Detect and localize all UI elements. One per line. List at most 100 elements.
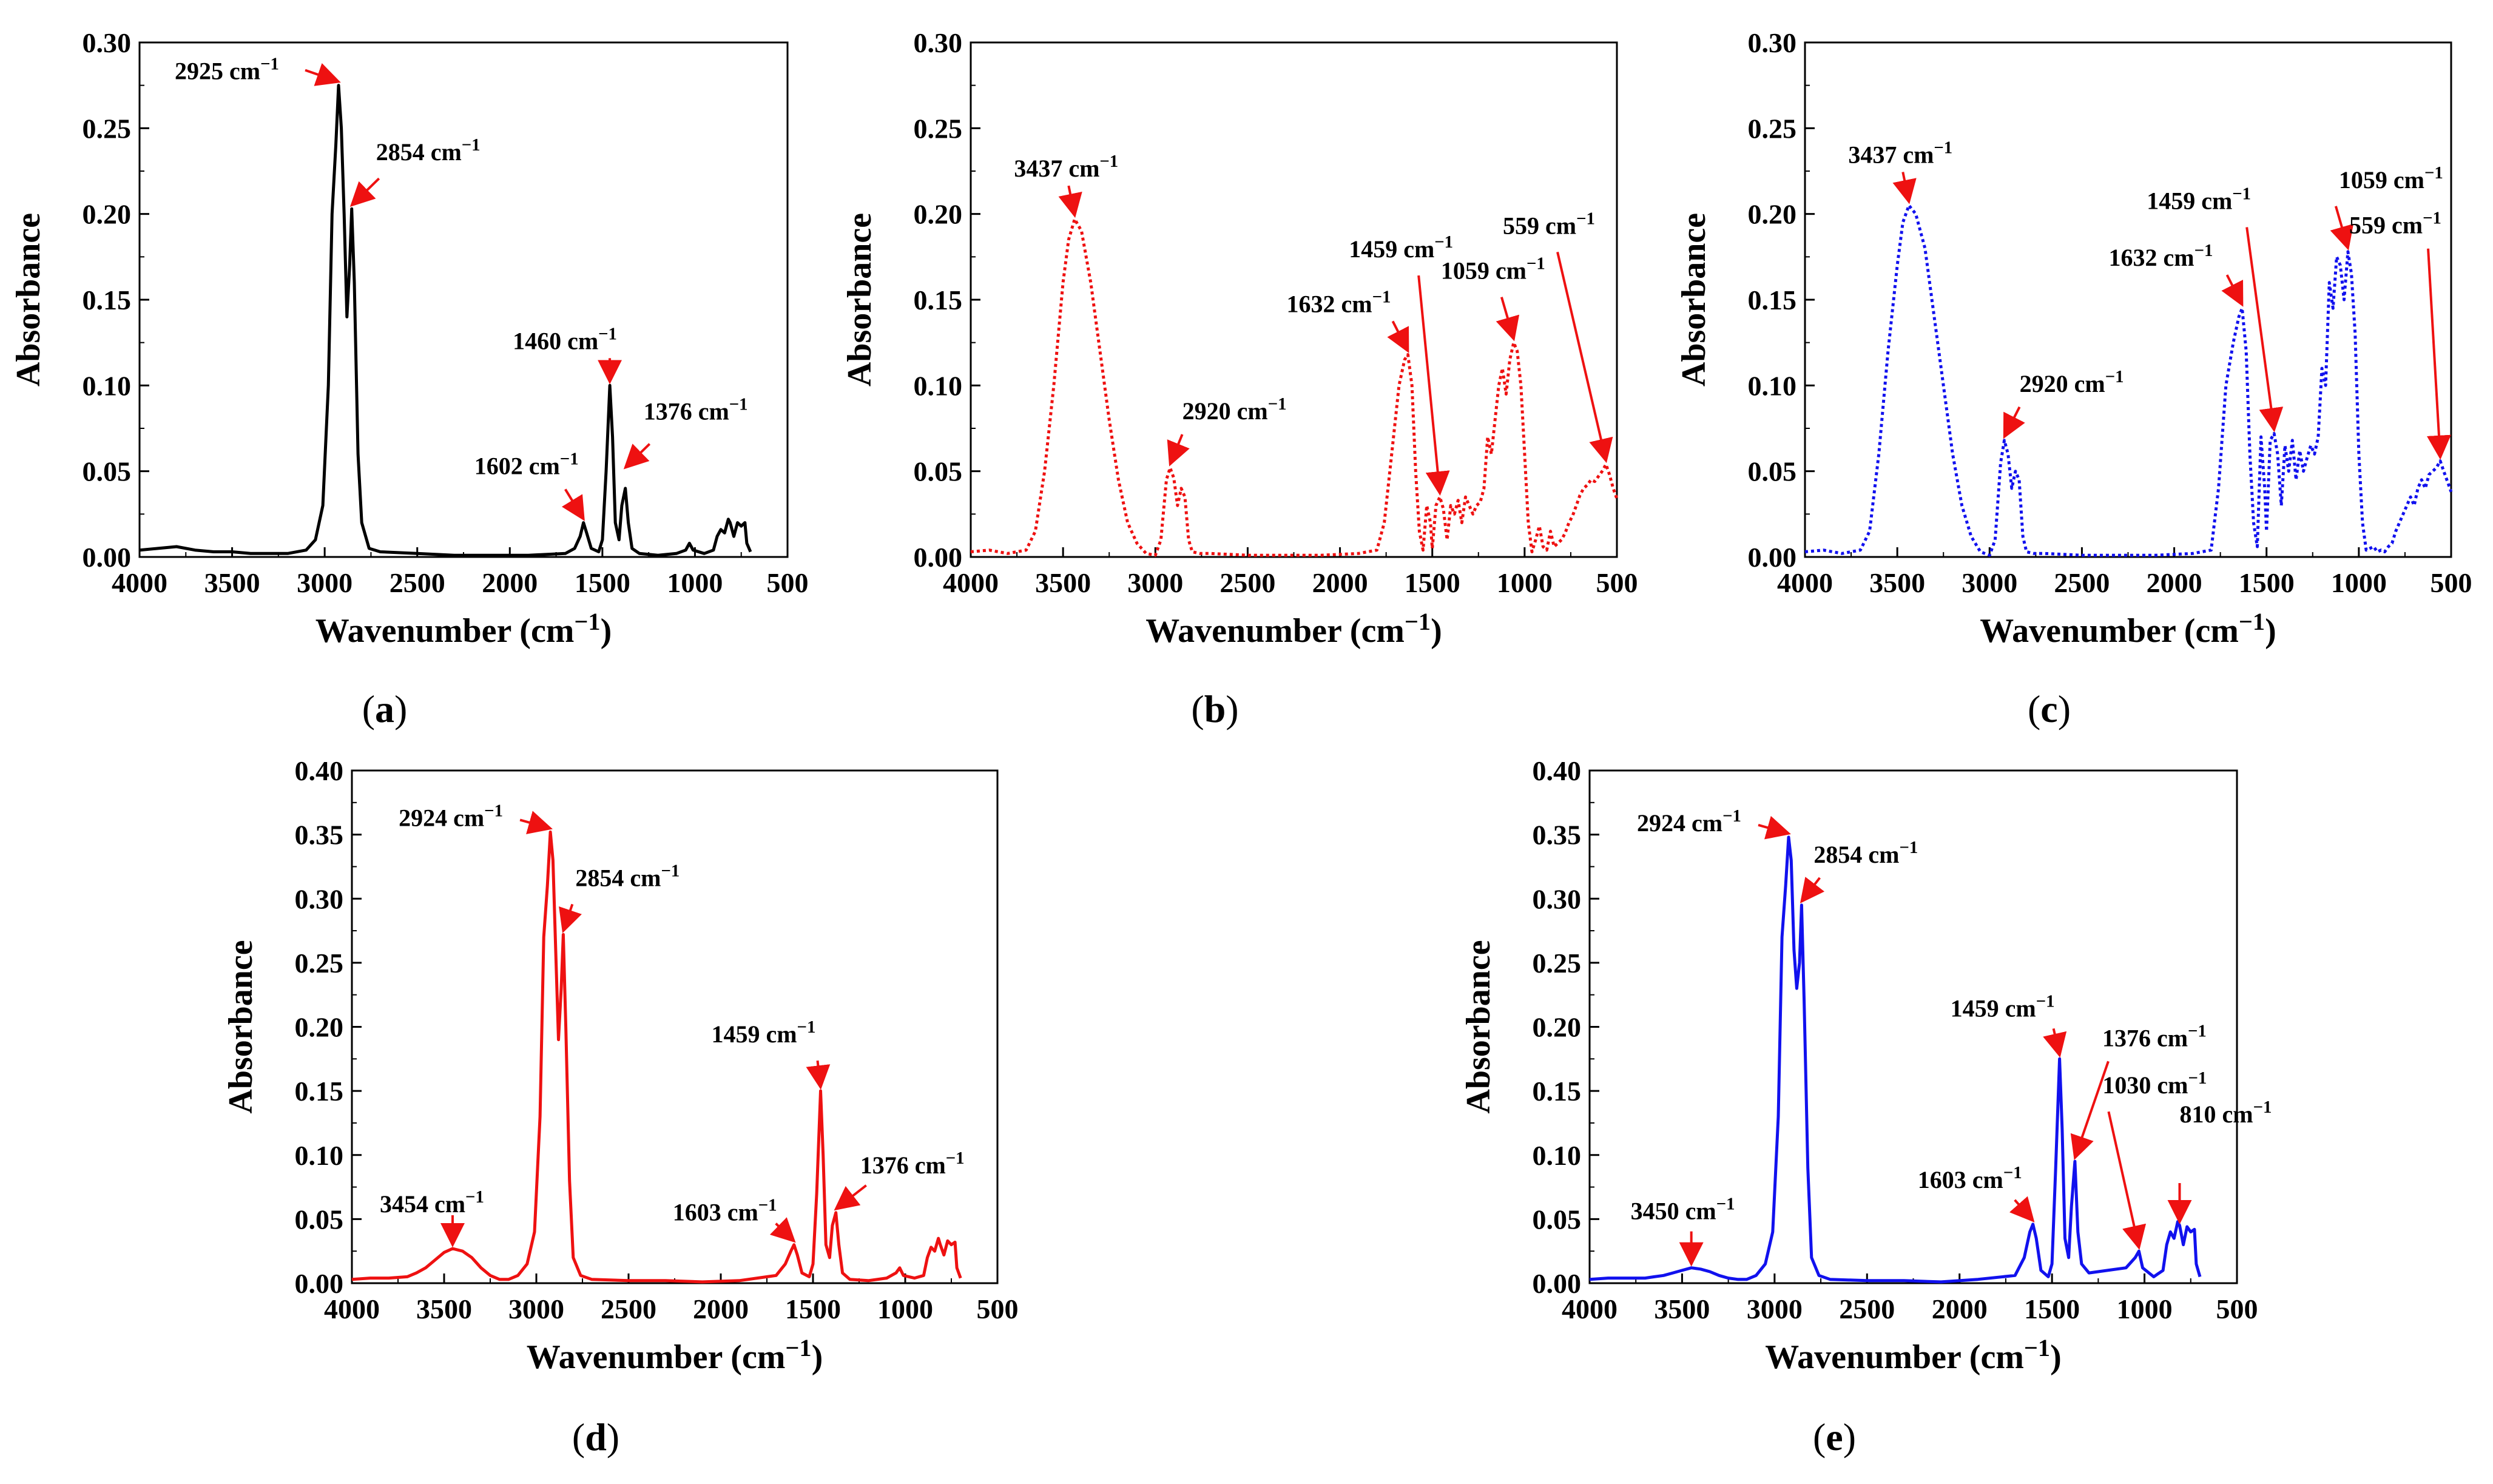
x-tick-label: 3500 (1035, 567, 1091, 598)
panel-label: (c) (2028, 687, 2071, 730)
panel-label: (b) (1191, 687, 1238, 730)
annotation-arrow (1556, 251, 1613, 464)
y-tick-label: 0.35 (295, 820, 344, 851)
x-tick-label: 2500 (1839, 1293, 1895, 1324)
panel-label: (e) (1813, 1415, 1856, 1459)
spectrum-line-e (1589, 835, 2202, 1284)
y-tick-label: 0.20 (295, 1012, 344, 1043)
y-tick-label: 0.20 (83, 199, 132, 230)
y-tick-label: 0.30 (914, 27, 963, 58)
x-tick-label: 4000 (112, 567, 167, 598)
annotation-label: 1632 cm−1 (1287, 287, 1391, 317)
annotation-label: 2924 cm−1 (399, 801, 503, 831)
y-tick-label: 0.30 (1748, 27, 1797, 58)
panel-a: 4000 3500 3000 2500 2000 1500 1000 500 0.00 0.05 0… (10, 27, 809, 730)
y-tick-label: 0.25 (1533, 948, 1582, 979)
spectrum-line-b (970, 217, 1619, 557)
annotation-label: 1459 cm−1 (711, 1017, 815, 1048)
y-axis-title: Absorbance (222, 940, 260, 1113)
x-tick-label: 2000 (482, 567, 538, 598)
x-tick-label: 2500 (390, 567, 445, 598)
x-tick-label: 1500 (1405, 567, 1460, 598)
y-tick-label: 0.30 (295, 883, 344, 914)
annotation-arrow (1167, 434, 1190, 467)
y-tick-label: 0.25 (914, 113, 963, 144)
x-tick-label: 3500 (1869, 567, 1925, 598)
y-tick-label: 0.20 (1748, 199, 1797, 230)
x-tick-label: 2500 (2054, 567, 2110, 598)
annotation-arrow (1417, 275, 1450, 496)
annotation-label: 1460 cm−1 (513, 324, 617, 354)
annotation-label: 3454 cm−1 (380, 1187, 484, 1218)
y-tick-label: 0.25 (295, 948, 344, 979)
y-tick-label: 0.25 (83, 113, 132, 144)
x-tick-label: 2500 (1220, 567, 1275, 598)
annotation-arrow (834, 1184, 867, 1211)
annotation-label: 1603 cm−1 (1918, 1163, 2022, 1193)
annotation-label: 1602 cm−1 (474, 449, 579, 479)
x-tick-label: 3000 (1962, 567, 2017, 598)
y-tick-label: 0.15 (295, 1076, 344, 1107)
x-tick-label: 4000 (1562, 1293, 1618, 1324)
annotation-arrow (2003, 406, 2025, 439)
x-axis-title: Wavenumber (cm−1) (1145, 608, 1442, 650)
x-tick-label: 3000 (297, 567, 353, 598)
y-tick-label: 0.20 (1533, 1012, 1582, 1043)
x-tick-label: 500 (2431, 567, 2472, 598)
annotation-arrow (1496, 297, 1520, 342)
annotation-arrow (305, 63, 341, 86)
x-tick-label: 4000 (943, 567, 999, 598)
x-tick-label: 1000 (667, 567, 723, 598)
annotation-arrow (1058, 185, 1082, 218)
annotation-arrow (2426, 248, 2451, 460)
annotation-label: 3437 cm−1 (1014, 152, 1118, 182)
annotation-label: 810 cm−1 (2179, 1098, 2272, 1128)
plot-frame (138, 41, 789, 558)
annotation-label: 2925 cm−1 (175, 55, 279, 85)
annotation-label: 3437 cm−1 (1848, 138, 1952, 169)
y-tick-label: 0.40 (1533, 755, 1582, 786)
y-tick-label: 0.00 (1748, 542, 1797, 573)
annotation-label: 2854 cm−1 (1813, 838, 1918, 868)
y-tick-label: 0.05 (83, 456, 132, 487)
y-tick-label: 0.30 (1533, 883, 1582, 914)
annotation-arrow (2009, 1196, 2035, 1223)
annotation-label: 1376 cm−1 (644, 395, 748, 425)
x-tick-label: 500 (767, 567, 809, 598)
annotation-label: 2924 cm−1 (1637, 806, 1741, 837)
panel-label: (a) (362, 687, 408, 730)
y-tick-label: 0.40 (295, 755, 344, 786)
panel-d: 4000 3500 3000 2500 2000 1500 1000 500 0.00 0.05 0… (222, 755, 1019, 1459)
annotation-arrow (2221, 274, 2244, 307)
annotation-label: 1632 cm−1 (2109, 241, 2213, 271)
y-tick-label: 0.25 (1748, 113, 1797, 144)
x-tick-label: 3000 (1747, 1293, 1803, 1324)
y-tick-label: 0.00 (914, 542, 963, 573)
x-axis-title: Wavenumber (cm−1) (315, 608, 612, 650)
y-axis-title: Absorbance (10, 213, 47, 386)
panel-label: (d) (572, 1415, 619, 1459)
annotation-arrow (1387, 320, 1409, 354)
annotation-arrow (2070, 1061, 2110, 1161)
y-tick-label: 0.05 (295, 1204, 344, 1235)
annotation-label: 1603 cm−1 (673, 1196, 777, 1226)
y-tick-label: 0.10 (295, 1140, 344, 1171)
annotation-arrow (2043, 1028, 2067, 1058)
annotation-arrow (559, 903, 582, 934)
x-tick-label: 3500 (204, 567, 260, 598)
x-tick-label: 3000 (508, 1293, 564, 1324)
annotation-label: 1059 cm−1 (2339, 163, 2443, 194)
annotation-label: 2920 cm−1 (1182, 394, 1287, 425)
y-tick-label: 0.10 (1748, 370, 1797, 401)
panel-e: 4000 3500 3000 2500 2000 1500 1000 500 0.00 0.05 0… (1460, 755, 2272, 1459)
x-tick-label: 3500 (1654, 1293, 1710, 1324)
y-tick-label: 0.00 (83, 542, 132, 573)
annotation-arrow (1892, 172, 1917, 204)
annotation-label: 1376 cm−1 (860, 1148, 965, 1179)
panel-b: 4000 3500 3000 2500 2000 1500 1000 500 0.00 0.05 0… (841, 27, 1638, 730)
x-tick-label: 1500 (785, 1293, 841, 1324)
x-tick-label: 4000 (324, 1293, 380, 1324)
annotation-label: 2920 cm−1 (2020, 367, 2124, 397)
y-tick-label: 0.05 (914, 456, 963, 487)
x-tick-label: 3000 (1127, 567, 1183, 598)
